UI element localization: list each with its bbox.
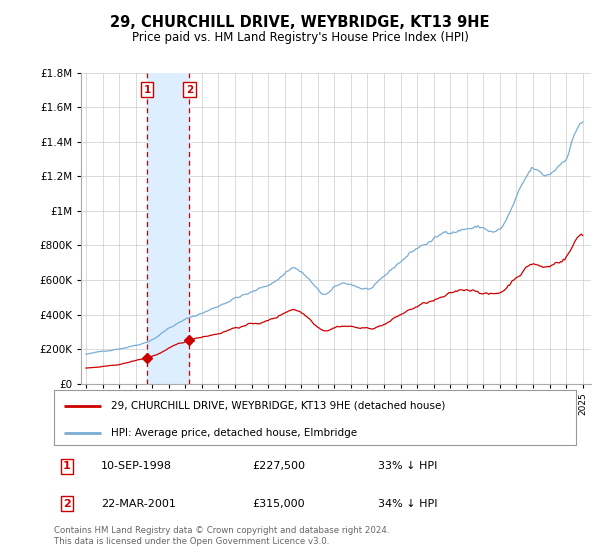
Text: Contains HM Land Registry data © Crown copyright and database right 2024.
This d: Contains HM Land Registry data © Crown c…	[54, 526, 389, 546]
Text: 29, CHURCHILL DRIVE, WEYBRIDGE, KT13 9HE: 29, CHURCHILL DRIVE, WEYBRIDGE, KT13 9HE	[110, 15, 490, 30]
Text: 22-MAR-2001: 22-MAR-2001	[101, 499, 176, 509]
Text: HPI: Average price, detached house, Elmbridge: HPI: Average price, detached house, Elmb…	[112, 428, 358, 438]
Text: 29, CHURCHILL DRIVE, WEYBRIDGE, KT13 9HE (detached house): 29, CHURCHILL DRIVE, WEYBRIDGE, KT13 9HE…	[112, 401, 446, 410]
Text: 1: 1	[63, 461, 71, 471]
Text: £315,000: £315,000	[253, 499, 305, 509]
Text: 33% ↓ HPI: 33% ↓ HPI	[377, 461, 437, 471]
FancyBboxPatch shape	[54, 390, 576, 445]
Text: 2: 2	[186, 85, 193, 95]
Text: 2: 2	[63, 499, 71, 509]
Text: 34% ↓ HPI: 34% ↓ HPI	[377, 499, 437, 509]
Text: £227,500: £227,500	[253, 461, 305, 471]
Text: Price paid vs. HM Land Registry's House Price Index (HPI): Price paid vs. HM Land Registry's House …	[131, 31, 469, 44]
Bar	[147, 73, 190, 384]
Text: 1: 1	[143, 85, 151, 95]
Text: 10-SEP-1998: 10-SEP-1998	[101, 461, 172, 471]
